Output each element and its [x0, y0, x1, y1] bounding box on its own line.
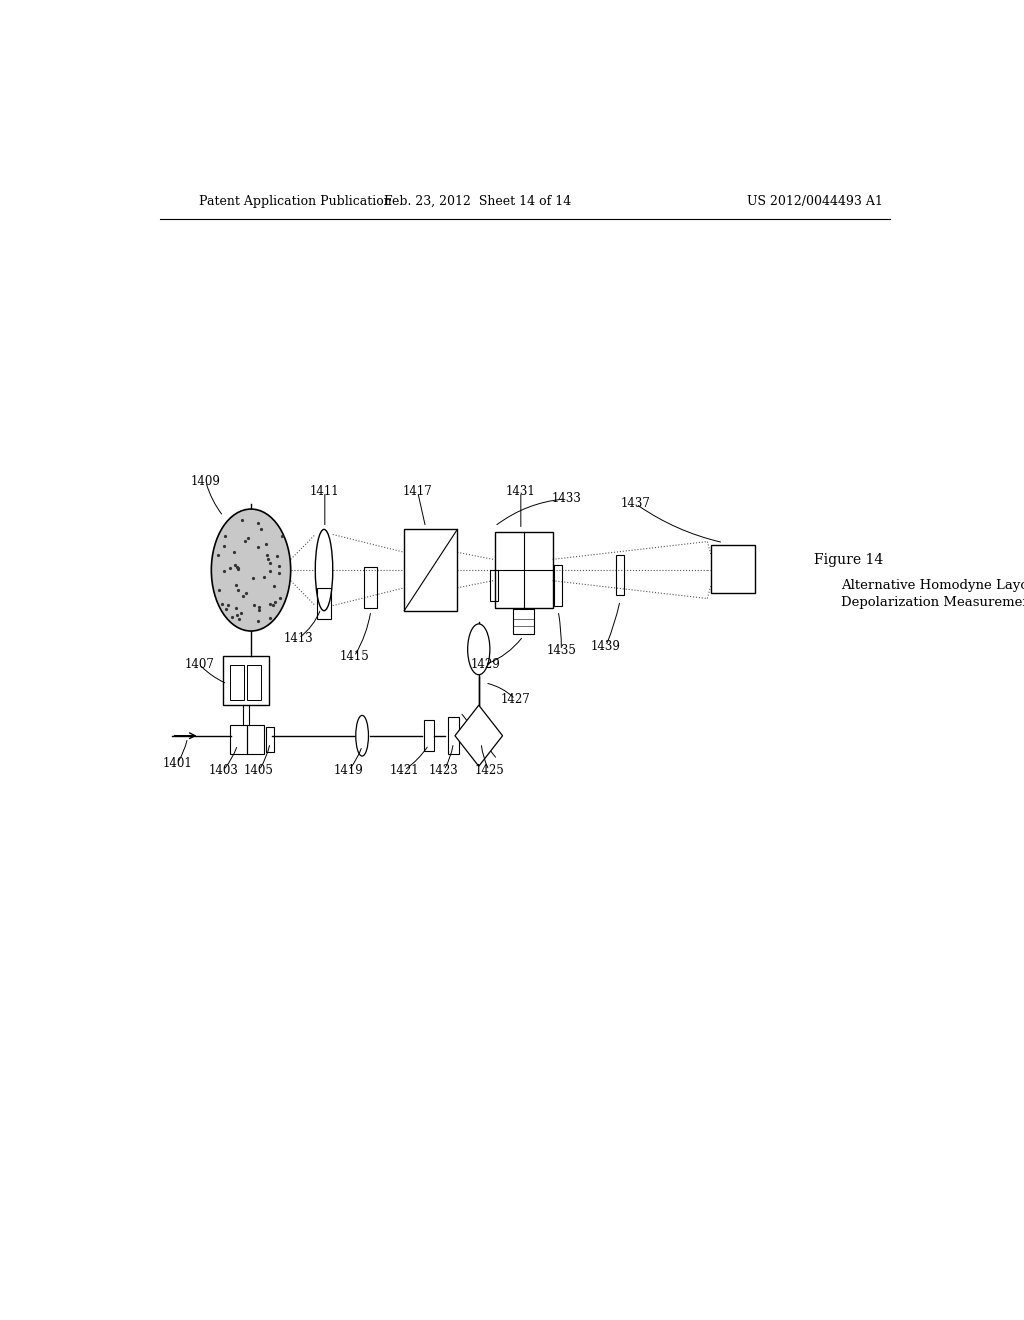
Ellipse shape	[211, 510, 291, 631]
Text: Depolarization Measurements: Depolarization Measurements	[841, 597, 1024, 609]
Bar	[365, 568, 377, 607]
Text: 1405: 1405	[244, 764, 273, 776]
Bar	[489, 570, 498, 601]
Bar	[424, 721, 433, 751]
Text: 1419: 1419	[334, 764, 364, 776]
Text: 1425: 1425	[474, 764, 504, 776]
Text: 1431: 1431	[506, 486, 536, 498]
Ellipse shape	[468, 624, 489, 675]
Bar	[712, 545, 755, 594]
Text: 1433: 1433	[551, 492, 581, 506]
Text: 1417: 1417	[402, 486, 432, 498]
Text: 1401: 1401	[163, 756, 193, 770]
Ellipse shape	[355, 715, 369, 756]
Bar	[447, 718, 459, 754]
Bar	[266, 727, 274, 752]
Bar	[616, 554, 624, 595]
Text: 1421: 1421	[389, 764, 419, 776]
Bar	[513, 609, 534, 634]
Text: 1427: 1427	[501, 693, 530, 706]
Bar	[495, 532, 553, 607]
Text: 1435: 1435	[547, 644, 577, 657]
Text: 1429: 1429	[470, 659, 500, 671]
Bar	[223, 656, 269, 705]
Bar	[316, 589, 331, 619]
Text: Patent Application Publication: Patent Application Publication	[200, 194, 392, 207]
Text: 1407: 1407	[184, 659, 214, 671]
Bar	[554, 565, 562, 606]
Bar	[229, 725, 247, 754]
Bar	[247, 664, 261, 700]
Text: US 2012/0044493 A1: US 2012/0044493 A1	[748, 194, 883, 207]
Text: 1413: 1413	[284, 632, 313, 644]
Bar	[404, 529, 458, 611]
Text: 1423: 1423	[429, 764, 459, 776]
Text: 1411: 1411	[310, 486, 340, 498]
Text: 1437: 1437	[621, 498, 651, 511]
Text: Figure 14: Figure 14	[814, 553, 884, 566]
Bar	[229, 664, 244, 700]
Text: 1439: 1439	[591, 640, 621, 653]
Ellipse shape	[315, 529, 333, 611]
Text: Alternative Homodyne Layout for: Alternative Homodyne Layout for	[841, 578, 1024, 591]
Text: 1415: 1415	[339, 649, 369, 663]
Polygon shape	[455, 705, 503, 766]
Bar	[247, 725, 264, 754]
Text: 1409: 1409	[190, 475, 221, 488]
Text: 1403: 1403	[208, 764, 239, 776]
Text: Feb. 23, 2012  Sheet 14 of 14: Feb. 23, 2012 Sheet 14 of 14	[384, 194, 570, 207]
